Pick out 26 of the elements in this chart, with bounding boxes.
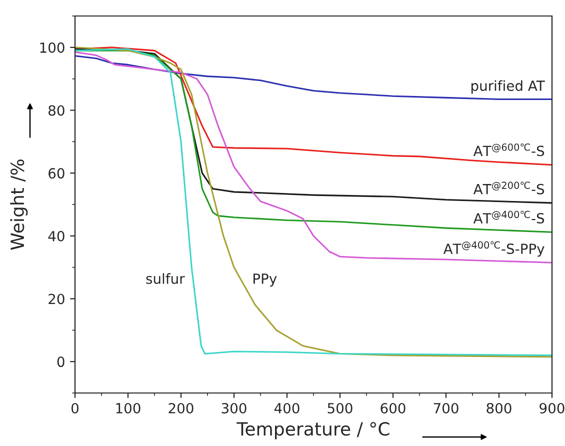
x-tick-label: 0	[71, 402, 78, 414]
y-tick-label: 100	[40, 42, 64, 53]
x-tick-label: 900	[540, 402, 564, 414]
x-tick-label: 300	[222, 402, 246, 414]
x-tick-label: 800	[486, 402, 512, 414]
series-label: AT$^{@400℃}$-S-PPy	[443, 241, 544, 257]
line-series	[75, 55, 552, 100]
x-tick-label: 600	[380, 402, 406, 414]
series-label: sulfur	[146, 273, 185, 284]
x-axis-title: Temperature / °C	[236, 422, 390, 440]
series-label: AT$^{@400℃}$-S	[473, 210, 544, 224]
series-label: AT$^{@600℃}$-S	[473, 143, 544, 156]
x-tick-label: 100	[116, 402, 140, 414]
x-tick-label: 500	[328, 402, 352, 414]
y-tick-label: 0	[57, 356, 64, 368]
x-tick-label: 200	[168, 402, 194, 414]
series-label: PPy	[254, 274, 277, 287]
y-tick-label: 80	[48, 105, 64, 116]
x-tick-label: 400	[274, 402, 300, 414]
x-tick-label: 700	[434, 402, 458, 414]
y-tick-label: 20	[48, 294, 64, 304]
y-axis-title: Weight /%	[10, 160, 28, 250]
y-tick-label: 40	[48, 230, 64, 242]
series-label: purified AT	[471, 80, 545, 94]
series-label: AT$^{@200℃}$-S	[473, 182, 544, 194]
y-tick-label: 60	[48, 168, 64, 179]
